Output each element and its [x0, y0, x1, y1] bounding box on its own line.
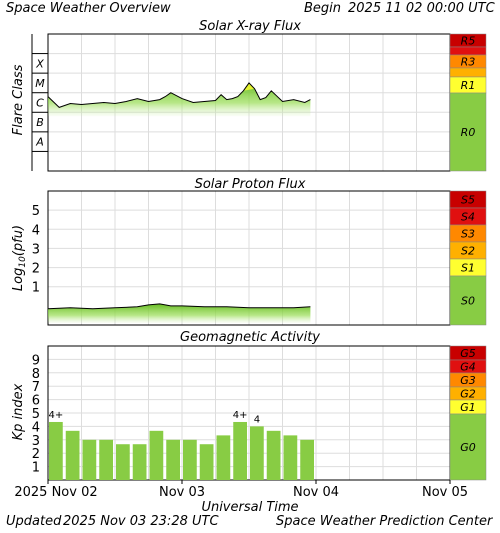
- updated-date: 2025 Nov 03 23:28 UTC: [63, 514, 219, 529]
- xray-line: [47, 82, 311, 108]
- kp-bar-label: 4+: [49, 410, 64, 421]
- scale-label-s0: S0: [461, 295, 475, 308]
- scale-label-s2: S2: [461, 245, 475, 258]
- overview-title: Space Weather Overview: [6, 1, 171, 16]
- class-label-c: C: [36, 97, 44, 110]
- kp-bars: 4+ 4+ 4: [49, 410, 314, 480]
- kp-bar: [116, 444, 130, 480]
- scale-label-g0: G0: [460, 441, 476, 454]
- kp-bar: [250, 426, 264, 480]
- scale-label-g5: G5: [460, 347, 476, 360]
- kp-tick-label: 8: [32, 367, 40, 382]
- proton-ylabel: Log10(pfu): [11, 225, 28, 291]
- class-label-a: A: [35, 136, 44, 149]
- xray-ylabel: Flare Class: [11, 64, 26, 135]
- kp-title: Geomagnetic Activity: [180, 330, 320, 345]
- scale-seg-g0: [449, 413, 487, 481]
- proton-tick-label: 4: [32, 223, 40, 238]
- scale-label-g4: G4: [460, 361, 476, 374]
- class-label-m: M: [35, 77, 45, 90]
- scale-label-g2: G2: [460, 388, 476, 401]
- time-xlabel: Universal Time: [201, 500, 298, 515]
- proton-tick-label: 2: [32, 262, 40, 277]
- xray-fill: [48, 82, 311, 117]
- proton-line: [47, 303, 311, 310]
- xray-flare-fill: [243, 82, 255, 91]
- class-label-b: B: [36, 116, 44, 129]
- kp-bar: [132, 444, 147, 480]
- scale-label-s3: S3: [461, 228, 475, 241]
- scale-seg-r2: [449, 67, 487, 78]
- begin-date: 2025 11 02 00:00 UTC: [348, 1, 495, 16]
- proton-tick-label: 3: [32, 242, 40, 257]
- kp-bar: [82, 439, 97, 480]
- proton-flux-area: [47, 303, 311, 323]
- class-label-x: X: [35, 57, 44, 70]
- kp-tick-label: 9: [32, 353, 40, 368]
- scale-seg-r4: [449, 46, 487, 56]
- xray-flux-area: [47, 82, 311, 117]
- kp-bar: [183, 439, 197, 480]
- kp-bar: [99, 439, 113, 480]
- scale-label-g3: G3: [460, 374, 476, 387]
- time-x-ticks: 2025 Nov 02 Nov 03 Nov 04 Nov 05: [14, 480, 468, 500]
- kp-bar: [216, 435, 231, 480]
- kp-tick-label: 2: [32, 447, 40, 462]
- scale-seg-r0: [449, 92, 487, 172]
- kp-bar-label: 4+: [233, 410, 248, 421]
- kp-bar-label: 4: [254, 414, 260, 425]
- kp-ylabel: Kp index: [11, 383, 26, 440]
- kp-bar: [65, 430, 80, 480]
- scale-label-r5: R5: [461, 35, 476, 48]
- scale-label-s5: S5: [461, 194, 475, 207]
- kp-bar: [199, 444, 214, 480]
- kp-bar: [166, 439, 180, 480]
- proton-tick-label: 1: [32, 281, 40, 296]
- x-tick-label: 2025 Nov 02: [14, 485, 97, 500]
- scale-label-s1: S1: [461, 262, 475, 275]
- proton-s-scale: S5 S4 S3 S2 S1 S0: [449, 190, 487, 326]
- x-tick-label: Nov 03: [159, 485, 205, 500]
- scale-seg-s0: [449, 275, 487, 326]
- kp-tick-label: 6: [32, 394, 40, 409]
- kp-bar: [233, 421, 247, 480]
- xray-title: Solar X-ray Flux: [199, 19, 301, 34]
- kp-grid: [48, 346, 450, 480]
- begin-label: Begin: [304, 1, 342, 16]
- scale-label-r3: R3: [461, 56, 476, 69]
- scale-label-g1: G1: [460, 401, 476, 414]
- proton-tick-label: 5: [32, 204, 40, 219]
- kp-bar: [283, 435, 298, 480]
- kp-tick-label: 4: [32, 420, 40, 435]
- proton-fill: [48, 303, 311, 323]
- scale-label-r0: R0: [461, 126, 476, 139]
- updated-label: Updated: [6, 514, 62, 529]
- kp-tick-label: 5: [32, 407, 40, 422]
- kp-tick-label: 1: [32, 461, 40, 476]
- x-tick-label: Nov 05: [422, 485, 468, 500]
- proton-title: Solar Proton Flux: [195, 177, 306, 192]
- kp-tick-label: 3: [32, 434, 40, 449]
- kp-bar: [149, 430, 164, 480]
- kp-bar: [49, 421, 63, 480]
- kp-bar: [300, 439, 314, 480]
- kp-tick-label: 7: [32, 380, 40, 395]
- proton-grid: [48, 191, 450, 325]
- scale-label-r1: R1: [461, 79, 476, 92]
- kp-bar: [266, 430, 281, 480]
- swpc-credit: Space Weather Prediction Center: [276, 514, 493, 529]
- scale-label-s4: S4: [461, 211, 475, 224]
- xray-radio-scale: R5 R3 R1 R0: [449, 33, 487, 172]
- x-tick-label: Nov 04: [293, 485, 339, 500]
- proton-y-ticks: 1 2 3 4 5: [32, 204, 40, 296]
